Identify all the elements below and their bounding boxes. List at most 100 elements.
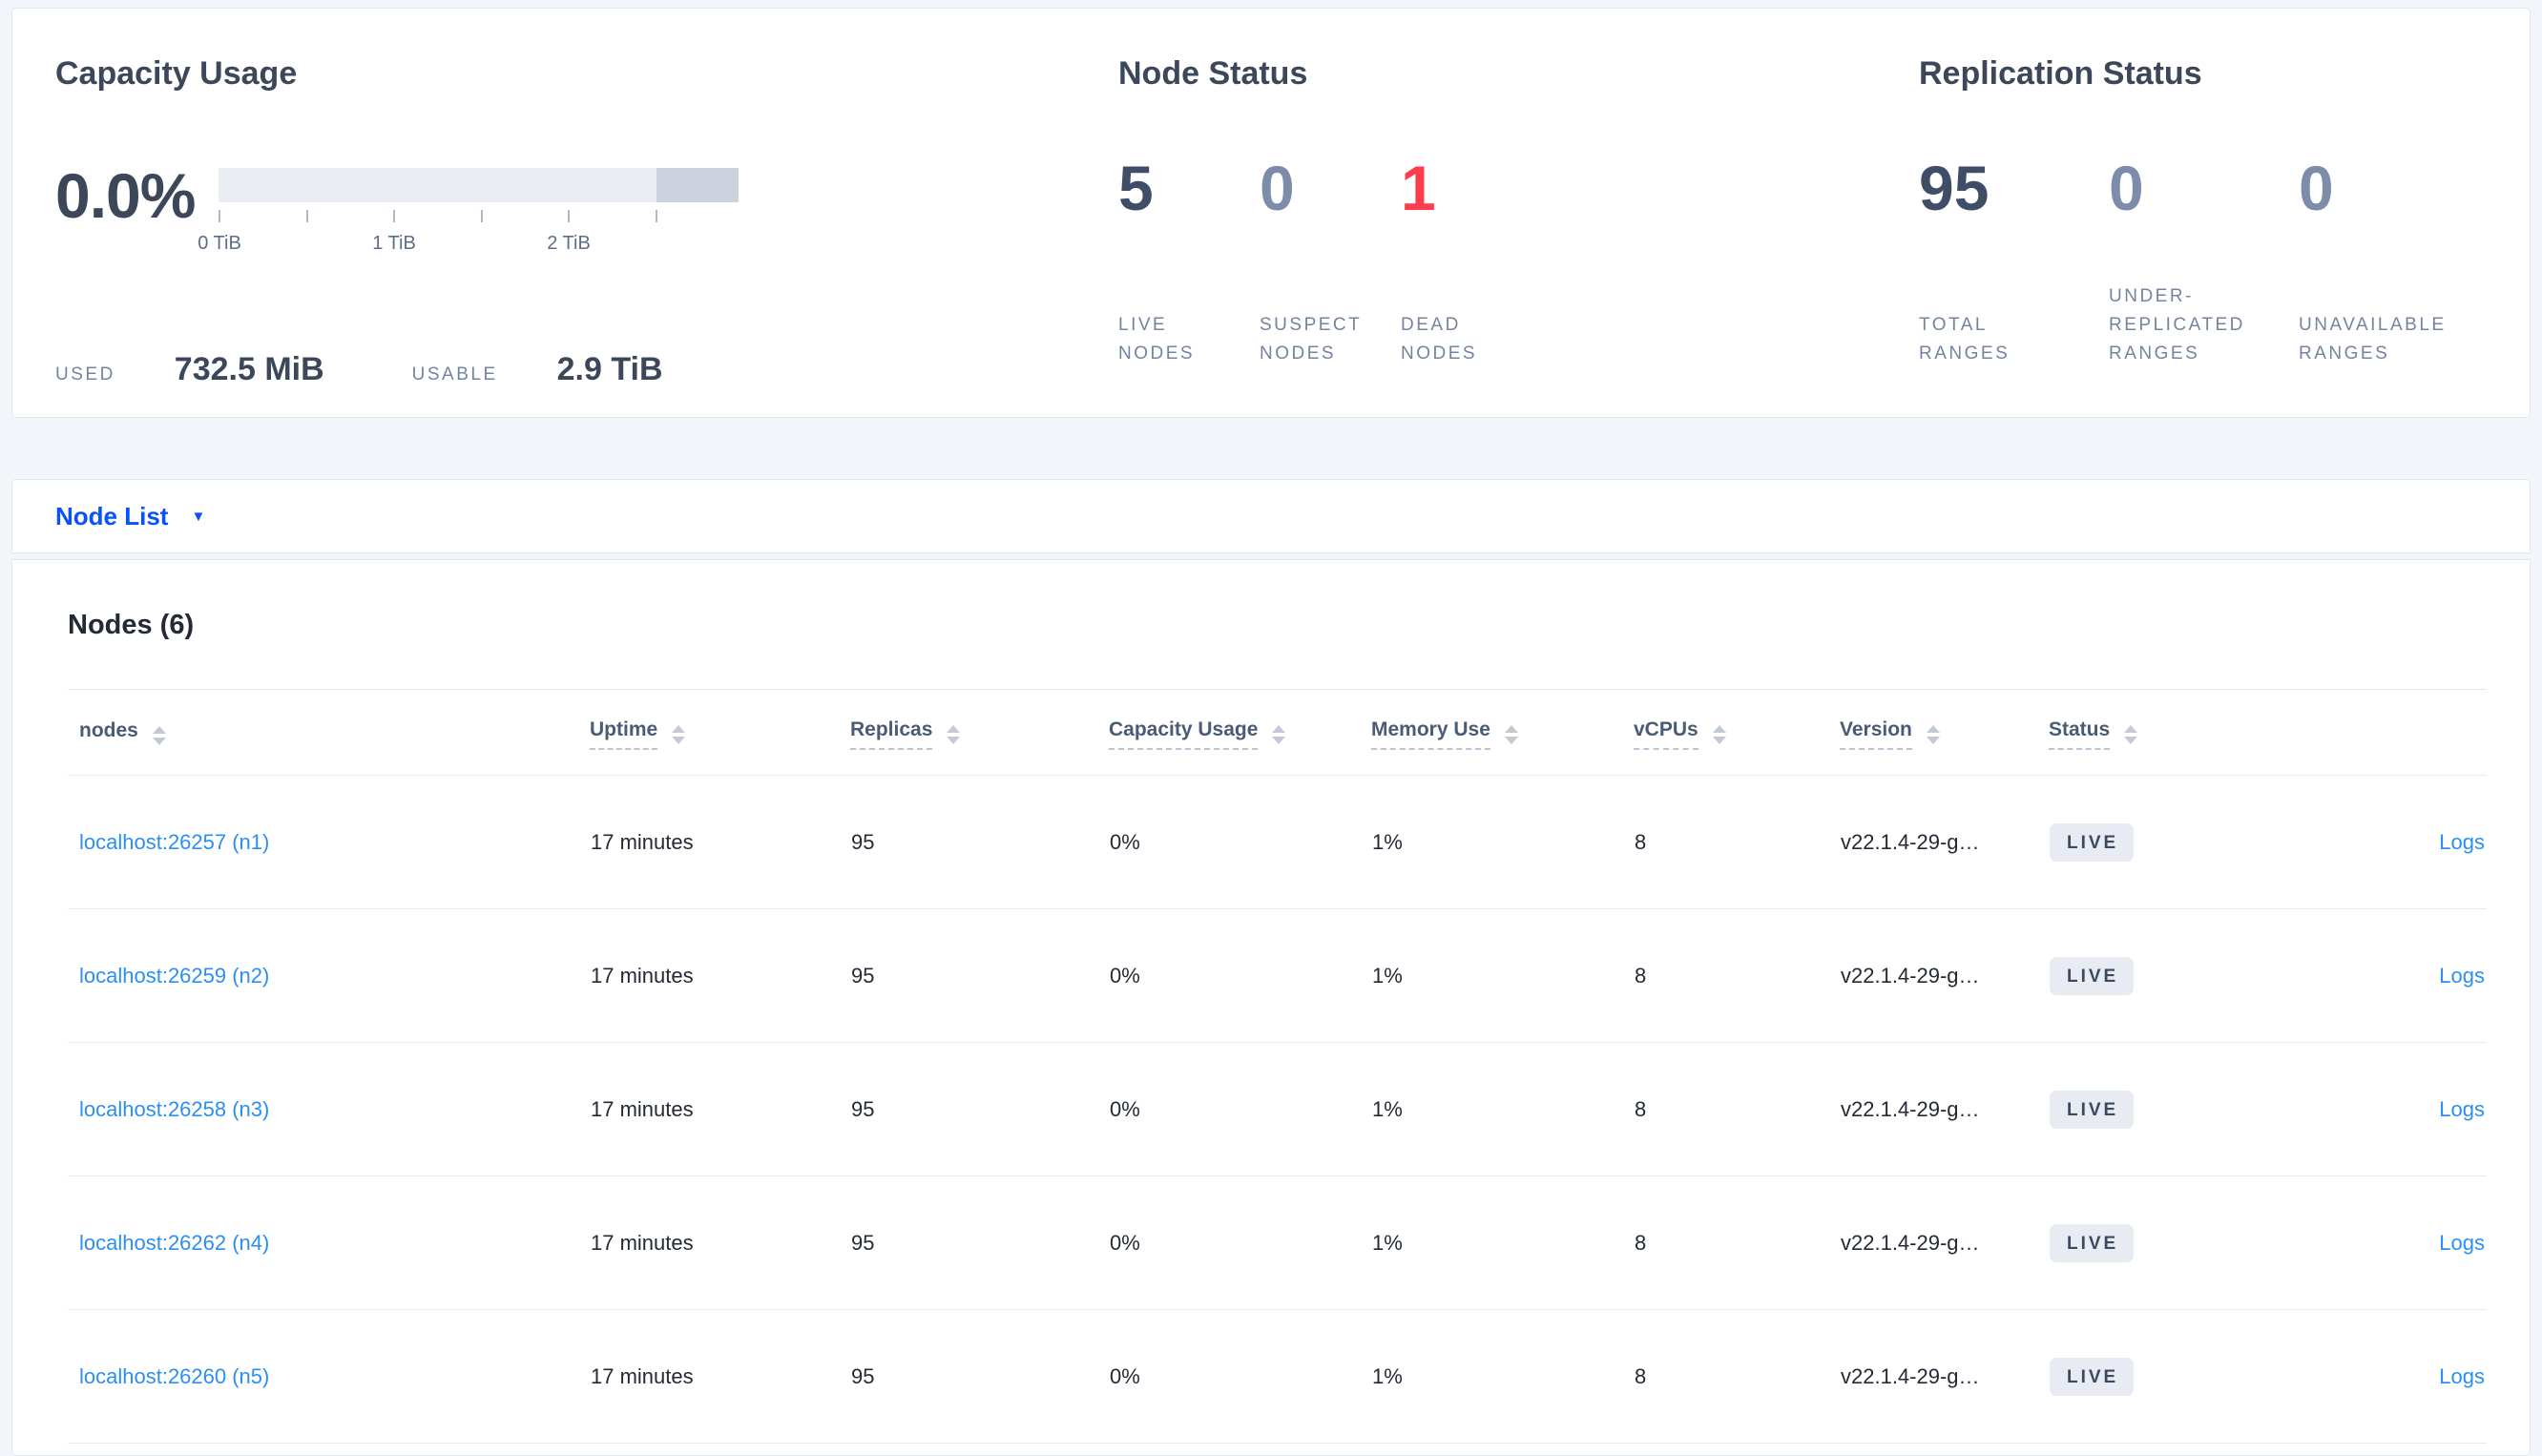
column-header-memory-use[interactable]: Memory Use <box>1371 690 1634 776</box>
nodes-table: nodes Uptime Replicas Capacity Usage Mem <box>68 690 2487 1444</box>
column-header-replicas[interactable]: Replicas <box>850 690 1109 776</box>
column-header-status[interactable]: Status <box>2049 690 2287 776</box>
axis-tick <box>219 209 220 222</box>
node-link[interactable]: localhost:26259 (n2) <box>79 963 270 988</box>
replication-status-section: Replication Status 95 TOTAL RANGES 0 UND… <box>1919 54 2530 417</box>
node-link[interactable]: localhost:26262 (n4) <box>79 1230 270 1255</box>
sort-icon[interactable] <box>2124 725 2138 744</box>
logs-link[interactable]: Logs <box>2439 963 2485 988</box>
node-link[interactable]: localhost:26260 (n5) <box>79 1363 270 1388</box>
sort-icon[interactable] <box>947 725 961 744</box>
capacity-cell: 0% <box>1109 1175 1371 1310</box>
uptime-cell: 17 minutes <box>590 908 850 1043</box>
nodes-heading: Nodes (6) <box>68 610 195 640</box>
status-badge: LIVE <box>2050 1090 2135 1129</box>
memory-cell: 1% <box>1371 775 1634 909</box>
column-header-nodes[interactable]: nodes <box>68 690 590 776</box>
column-header-uptime[interactable]: Uptime <box>590 690 850 776</box>
axis-tick-label: 0 TiB <box>198 232 241 254</box>
sort-icon[interactable] <box>1504 725 1518 744</box>
status-badge: LIVE <box>2050 1223 2135 1262</box>
sort-icon[interactable] <box>1926 725 1940 744</box>
capacity-bar-other-segment <box>656 167 739 202</box>
axis-tick-label: 2 TiB <box>547 232 591 254</box>
column-header-vcpus[interactable]: vCPUs <box>1634 690 1840 776</box>
node-list-dropdown[interactable]: Node List <box>55 501 169 530</box>
nodes-table-card: Nodes (6) nodes Uptime <box>11 559 2531 1456</box>
under-replicated-ranges-value: 0 <box>2109 152 2144 223</box>
logs-link[interactable]: Logs <box>2439 1230 2485 1255</box>
usable-value: 2.9 TiB <box>556 350 663 387</box>
memory-cell: 1% <box>1371 1042 1634 1176</box>
column-header-capacity-usage[interactable]: Capacity Usage <box>1109 690 1371 776</box>
table-row: localhost:26262 (n4) 17 minutes 95 0% 1%… <box>68 1175 2487 1310</box>
node-status-stats: 5 LIVE NODES 0 SUSPECT NODES 1 DEAD NODE… <box>1118 156 1919 368</box>
replicas-cell: 95 <box>850 775 1109 909</box>
chevron-down-icon[interactable]: ▼ <box>191 508 206 525</box>
column-header-logs <box>2287 690 2487 776</box>
unavailable-ranges-value: 0 <box>2299 152 2334 223</box>
sort-icon[interactable] <box>672 725 686 744</box>
replicas-cell: 95 <box>850 1175 1109 1310</box>
status-badge: LIVE <box>2050 822 2135 862</box>
sort-icon[interactable] <box>1272 725 1286 744</box>
vcpus-cell: 8 <box>1634 908 1840 1043</box>
logs-link[interactable]: Logs <box>2439 1363 2485 1388</box>
total-ranges-value: 95 <box>1919 152 1990 223</box>
replicas-cell: 95 <box>850 1042 1109 1176</box>
capacity-usage-title: Capacity Usage <box>55 55 298 92</box>
replication-status-title: Replication Status <box>1919 55 2202 92</box>
replicas-cell: 95 <box>850 908 1109 1043</box>
dead-nodes-label: DEAD NODES <box>1401 314 1478 364</box>
memory-cell: 1% <box>1371 1175 1634 1310</box>
table-header-row: nodes Uptime Replicas Capacity Usage Mem <box>68 690 2487 776</box>
memory-cell: 1% <box>1371 1309 1634 1444</box>
total-ranges-stat: 95 TOTAL RANGES <box>1919 156 2109 368</box>
unavailable-ranges-stat: 0 UNAVAILABLE RANGES <box>2299 156 2489 368</box>
dead-nodes-value: 1 <box>1401 152 1436 223</box>
axis-tick-label: 1 TiB <box>372 232 416 254</box>
suspect-nodes-stat: 0 SUSPECT NODES <box>1260 156 1401 368</box>
vcpus-cell: 8 <box>1634 1042 1840 1176</box>
version-cell: v22.1.4-29-g… <box>1840 775 2049 909</box>
uptime-cell: 17 minutes <box>590 1042 850 1176</box>
axis-tick <box>481 209 483 222</box>
used-value: 732.5 MiB <box>174 350 324 387</box>
capacity-usage-section: Capacity Usage 0.0% 0 TiB 1 TiB 2 TiB <box>55 54 1118 417</box>
table-row: localhost:26259 (n2) 17 minutes 95 0% 1%… <box>68 908 2487 1043</box>
capacity-cell: 0% <box>1109 1309 1371 1444</box>
vcpus-cell: 8 <box>1634 775 1840 909</box>
capacity-bar-track <box>219 167 739 202</box>
sort-icon[interactable] <box>152 726 166 745</box>
capacity-used-usable-row: USED 732.5 MiB USABLE 2.9 TiB <box>55 351 1118 388</box>
version-cell: v22.1.4-29-g… <box>1840 1042 2049 1176</box>
uptime-cell: 17 minutes <box>590 1175 850 1310</box>
under-replicated-ranges-label: UNDER-REPLICATED RANGES <box>2109 285 2245 364</box>
capacity-cell: 0% <box>1109 908 1371 1043</box>
sort-icon[interactable] <box>1712 725 1726 744</box>
live-nodes-value: 5 <box>1118 152 1154 223</box>
view-selector-bar: Node List ▼ <box>11 479 2531 553</box>
capacity-bar-chart: 0 TiB 1 TiB 2 TiB <box>198 167 739 254</box>
node-link[interactable]: localhost:26257 (n1) <box>79 829 270 854</box>
table-row: localhost:26260 (n5) 17 minutes 95 0% 1%… <box>68 1309 2487 1444</box>
status-badge: LIVE <box>2050 956 2135 995</box>
axis-tick <box>393 209 395 222</box>
node-status-title: Node Status <box>1118 55 1308 92</box>
capacity-percent-value: 0.0% <box>55 159 196 231</box>
version-cell: v22.1.4-29-g… <box>1840 1175 2049 1310</box>
vcpus-cell: 8 <box>1634 1309 1840 1444</box>
live-nodes-label: LIVE NODES <box>1118 314 1196 364</box>
node-link[interactable]: localhost:26258 (n3) <box>79 1096 270 1121</box>
suspect-nodes-label: SUSPECT NODES <box>1260 314 1362 364</box>
replicas-cell: 95 <box>850 1309 1109 1444</box>
logs-link[interactable]: Logs <box>2439 1096 2485 1121</box>
memory-cell: 1% <box>1371 908 1634 1043</box>
uptime-cell: 17 minutes <box>590 775 850 909</box>
version-cell: v22.1.4-29-g… <box>1840 1309 2049 1444</box>
capacity-cell: 0% <box>1109 775 1371 909</box>
usable-label: USABLE <box>411 364 498 385</box>
column-header-version[interactable]: Version <box>1840 690 2049 776</box>
logs-link[interactable]: Logs <box>2439 829 2485 854</box>
